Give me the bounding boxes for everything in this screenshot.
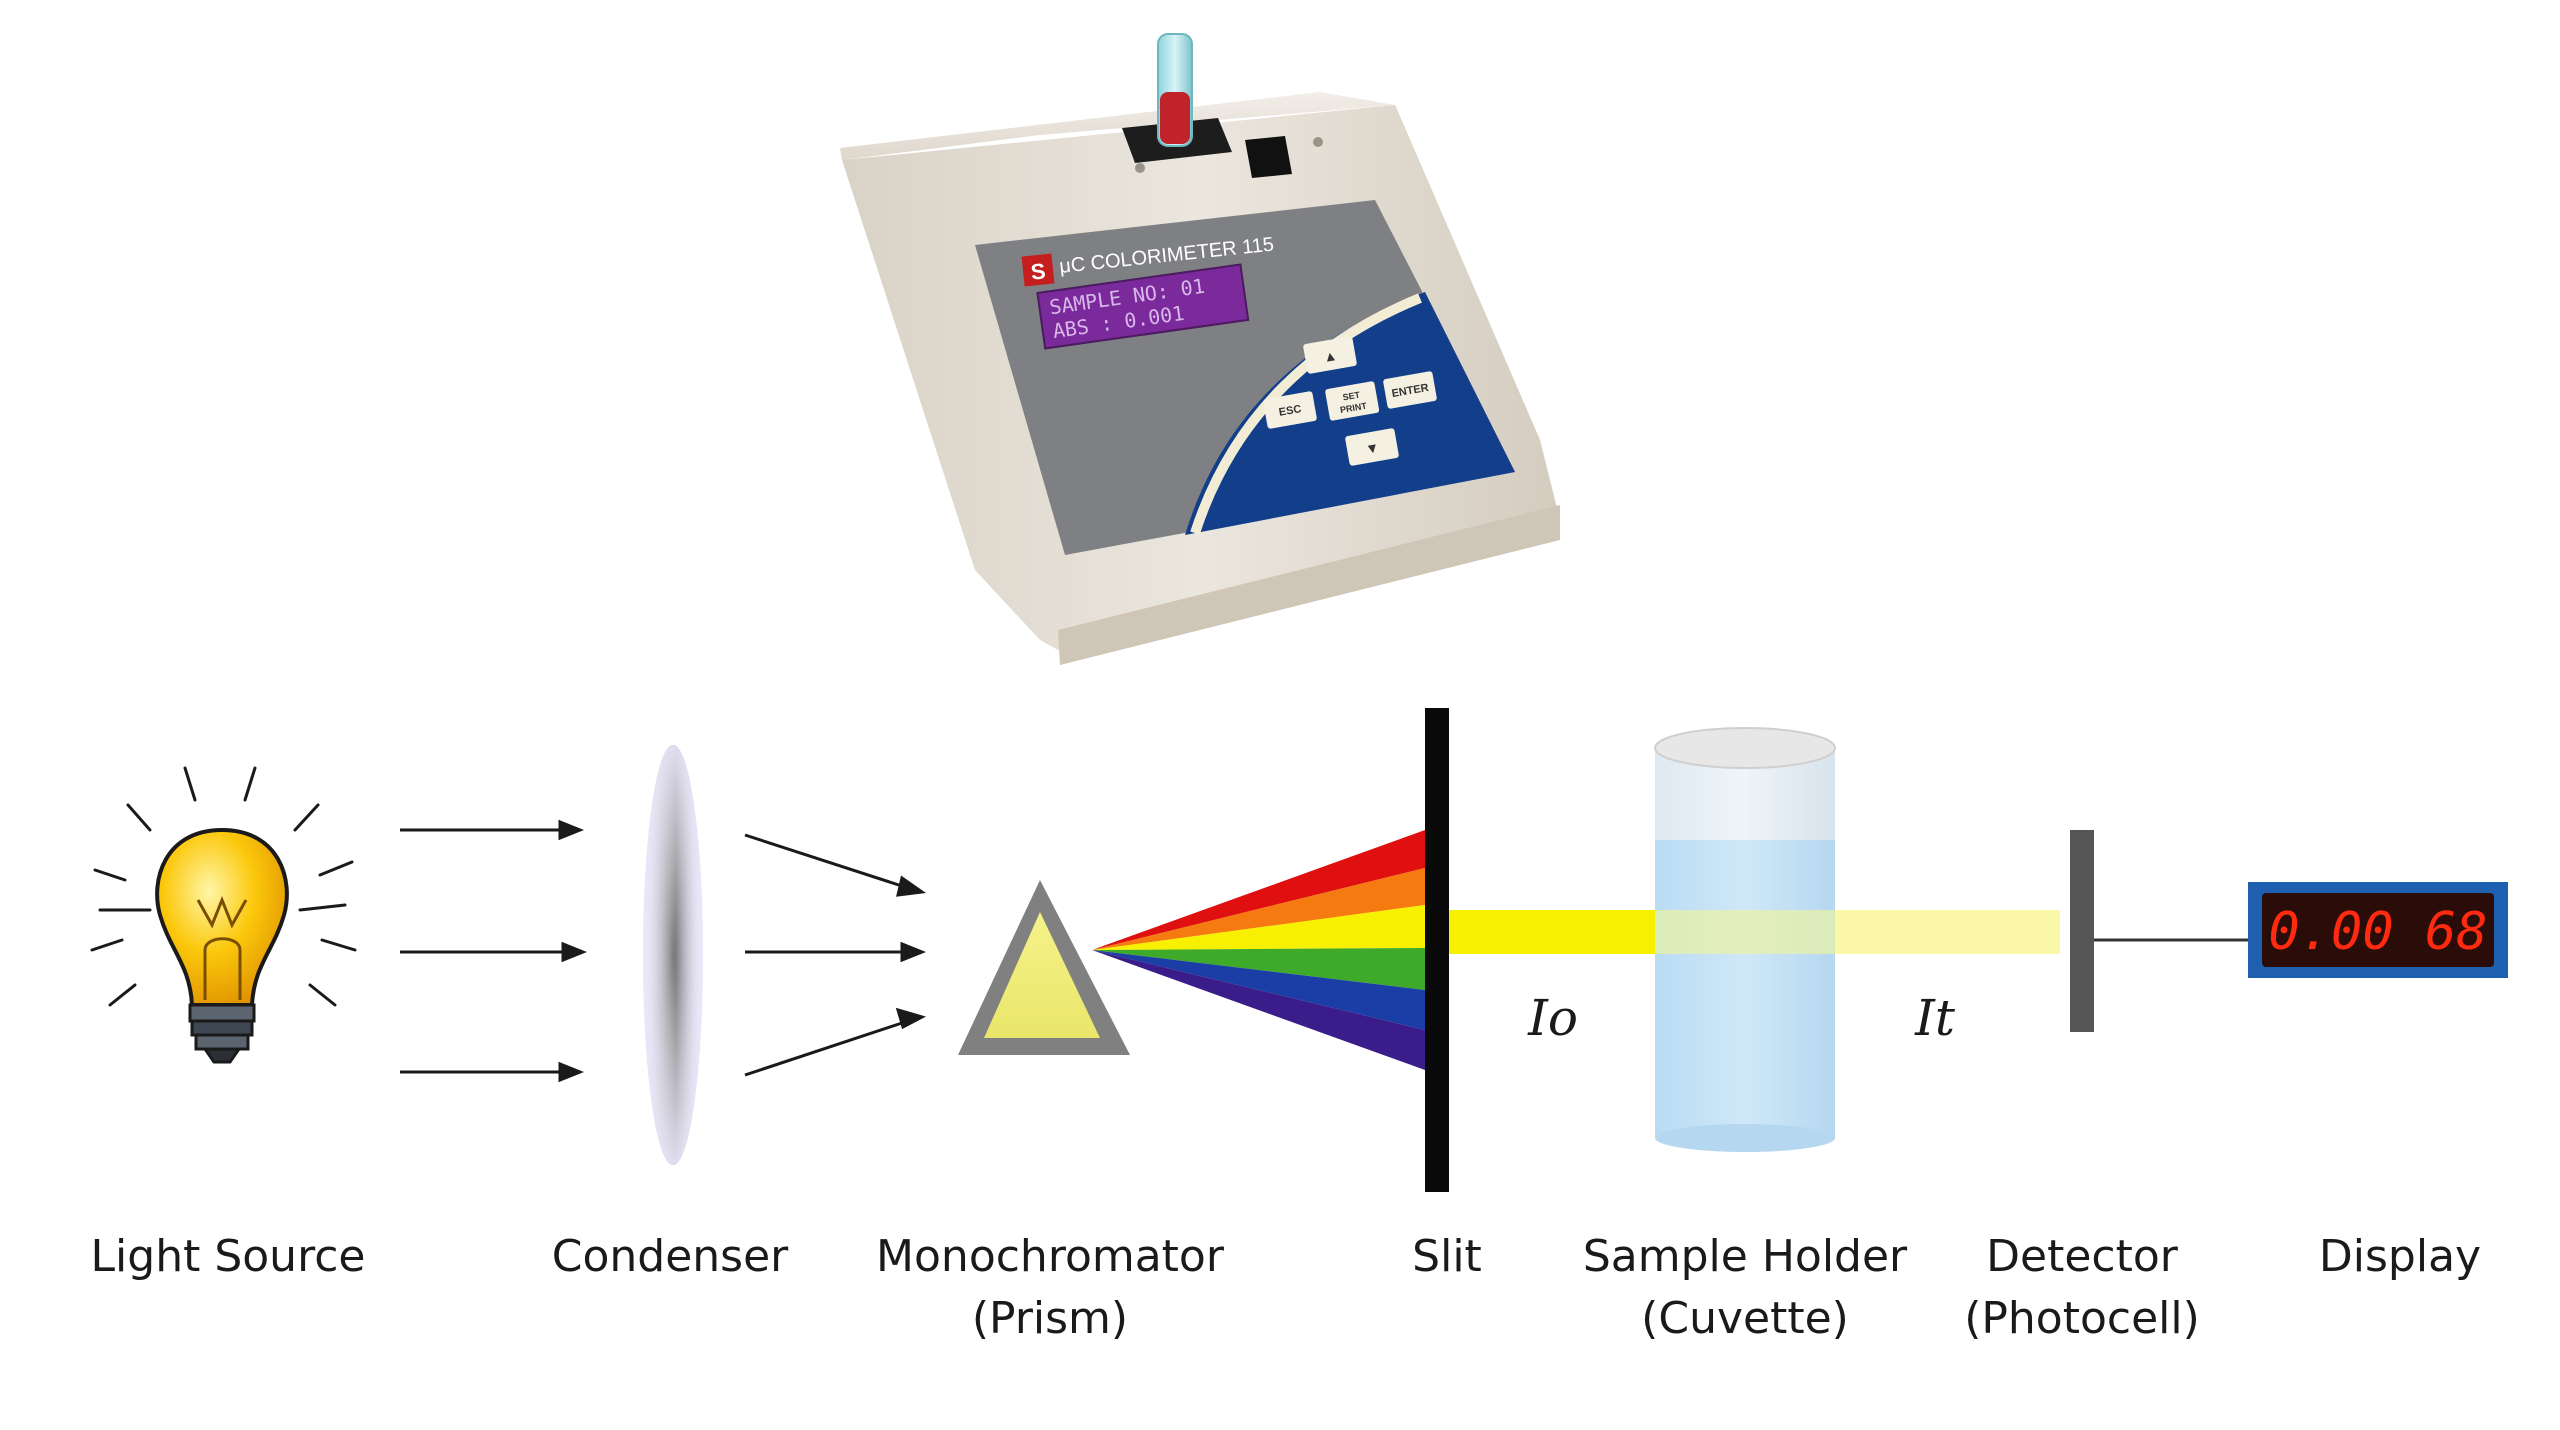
label-condenser: Condenser: [551, 1231, 789, 1282]
dispersed-spectrum: [1092, 830, 1425, 1070]
transmitted-intensity-label: It: [1914, 989, 1956, 1047]
svg-text:ESC: ESC: [1278, 403, 1302, 419]
key-down[interactable]: ▼: [1345, 428, 1399, 466]
panel-swoosh-stripe: [1190, 293, 1422, 535]
slit: [1425, 708, 1449, 1192]
svg-text:SET: SET: [1342, 390, 1361, 403]
svg-text:▲: ▲: [1322, 347, 1338, 365]
light-rays-arrows: [400, 819, 927, 1083]
colorimeter-device: S μC COLORIMETER 115 SAMPLE NO: 01 ABS :…: [840, 33, 1560, 665]
label-monochromator: Monochromator (Prism): [876, 1231, 1224, 1344]
digital-display: 0.00 68: [2248, 882, 2508, 978]
key-enter[interactable]: ENTER: [1383, 371, 1437, 409]
test-tube: [1157, 33, 1193, 147]
keypad: ▲ ESC SET PRINT ENTER ▼: [1263, 336, 1437, 466]
label-detector: Detector (Photocell): [1964, 1231, 2200, 1344]
key-up[interactable]: ▲: [1303, 336, 1357, 374]
prism: [958, 880, 1130, 1055]
incident-intensity-label: Io: [1527, 989, 1578, 1047]
power-switch[interactable]: [1245, 136, 1292, 178]
label-display: Display: [2318, 1231, 2482, 1282]
display-reading: 0.00 68: [2268, 902, 2487, 962]
label-slit: Slit: [1412, 1231, 1482, 1282]
svg-text:▼: ▼: [1364, 439, 1380, 457]
detector-photocell: [2070, 830, 2094, 1032]
cuvette: [1654, 727, 1836, 1152]
device-top: [840, 92, 1395, 160]
device-base: [1058, 505, 1560, 665]
light-bulb-icon: [90, 766, 357, 1064]
svg-text:PRINT: PRINT: [1339, 401, 1368, 416]
condenser-lens: [643, 745, 703, 1165]
key-set-print[interactable]: SET PRINT: [1325, 381, 1380, 421]
label-sample-holder: Sample Holder (Cuvette): [1582, 1231, 1908, 1344]
brand-logo-icon: [1021, 253, 1055, 287]
label-light-source: Light Source: [90, 1231, 366, 1282]
key-esc[interactable]: ESC: [1263, 391, 1317, 429]
brand-logo-letter: S: [1030, 258, 1047, 284]
screw-icon: [1135, 163, 1145, 173]
screw-icon: [1313, 137, 1323, 147]
